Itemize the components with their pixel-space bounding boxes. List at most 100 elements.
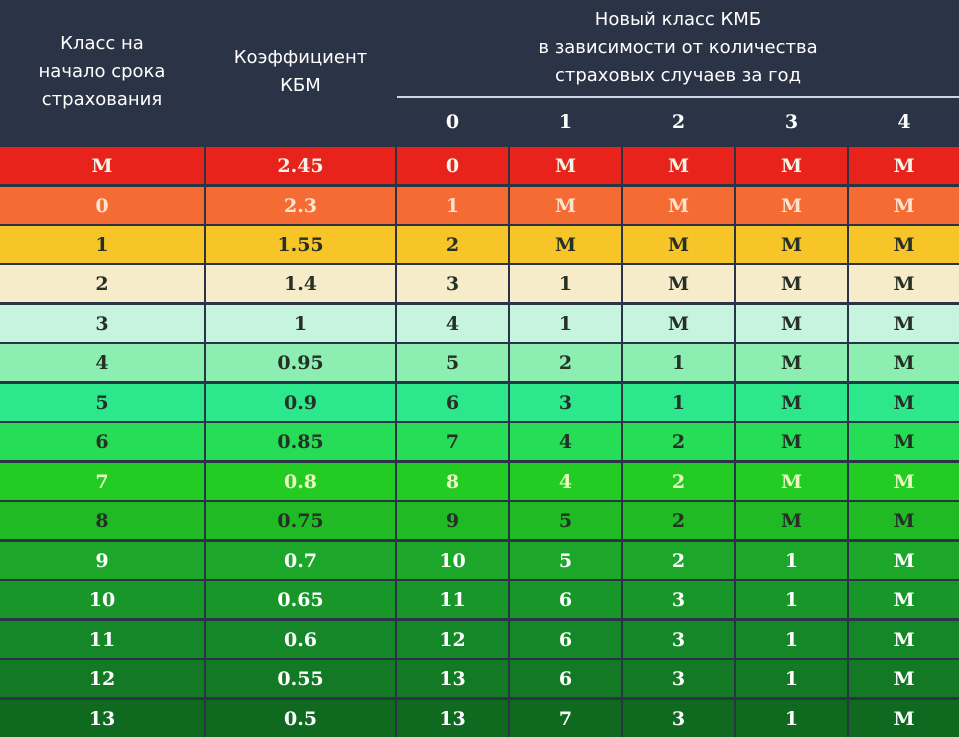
cell-coefficient: 0.6 [206, 621, 395, 658]
claims-header-2: 2 [623, 100, 734, 143]
cell-class: 10 [0, 581, 204, 618]
cell-coefficient: 0.65 [206, 581, 395, 618]
cell-next-2: 2 [623, 423, 734, 460]
cell-next-2: М [623, 147, 734, 184]
cell-next-3: 1 [736, 581, 847, 618]
cell-next-3: М [736, 384, 847, 421]
cell-next-0: 13 [397, 660, 508, 697]
cell-next-3: М [736, 265, 847, 302]
claims-header-0: 0 [397, 100, 508, 143]
cell-next-0: 1 [397, 187, 508, 224]
cell-class: 4 [0, 344, 204, 381]
cell-next-2: М [623, 187, 734, 224]
cell-next-3: М [736, 344, 847, 381]
cell-next-1: 1 [510, 305, 621, 342]
cell-next-0: 6 [397, 384, 508, 421]
cell-next-3: 1 [736, 660, 847, 697]
kbm-table: Класс на начало срока страхования Коэффи… [0, 0, 959, 728]
cell-next-2: 3 [623, 660, 734, 697]
cell-coefficient: 0.75 [206, 502, 395, 539]
cell-coefficient: 2.3 [206, 187, 395, 224]
header-coefficient-label: Коэффициент КБМ [234, 44, 367, 100]
table-row: 5 0.9 6 3 1 М М [0, 384, 959, 421]
table-row: 1 1.55 2 М М М М [0, 226, 959, 263]
cell-class: 8 [0, 502, 204, 539]
cell-next-0: 5 [397, 344, 508, 381]
cell-next-4: М [849, 700, 959, 737]
cell-class: 9 [0, 542, 204, 579]
cell-next-1: 4 [510, 463, 621, 500]
cell-next-3: М [736, 187, 847, 224]
cell-class: 3 [0, 305, 204, 342]
table-row: 7 0.8 8 4 2 М М [0, 463, 959, 500]
cell-next-1: М [510, 187, 621, 224]
cell-next-1: 6 [510, 660, 621, 697]
cell-next-0: 8 [397, 463, 508, 500]
cell-coefficient: 0.55 [206, 660, 395, 697]
cell-next-2: 1 [623, 344, 734, 381]
cell-next-4: М [849, 344, 959, 381]
cell-next-1: 2 [510, 344, 621, 381]
cell-next-3: М [736, 305, 847, 342]
cell-next-4: М [849, 423, 959, 460]
cell-next-2: М [623, 305, 734, 342]
cell-class: 13 [0, 700, 204, 737]
cell-coefficient: 1 [206, 305, 395, 342]
table-row: 6 0.85 7 4 2 М М [0, 423, 959, 460]
cell-next-4: М [849, 384, 959, 421]
cell-next-4: М [849, 463, 959, 500]
cell-coefficient: 1.55 [206, 226, 395, 263]
table-row: 10 0.65 11 6 3 1 М [0, 581, 959, 618]
cell-next-3: 1 [736, 700, 847, 737]
cell-coefficient: 2.45 [206, 147, 395, 184]
table-row: 8 0.75 9 5 2 М М [0, 502, 959, 539]
claims-header-3: 3 [736, 100, 847, 143]
cell-next-0: 4 [397, 305, 508, 342]
cell-class: М [0, 147, 204, 184]
cell-class: 6 [0, 423, 204, 460]
cell-next-0: 11 [397, 581, 508, 618]
table-row: 2 1.4 3 1 М М М [0, 265, 959, 302]
cell-next-0: 0 [397, 147, 508, 184]
cell-coefficient: 0.5 [206, 700, 395, 737]
table-row: 4 0.95 5 2 1 М М [0, 344, 959, 381]
cell-coefficient: 0.95 [206, 344, 395, 381]
cell-next-1: М [510, 147, 621, 184]
cell-class: 1 [0, 226, 204, 263]
cell-next-2: 3 [623, 621, 734, 658]
header-class-start-label: Класс на начало срока страхования [39, 30, 166, 114]
cell-next-2: 3 [623, 700, 734, 737]
cell-next-1: 6 [510, 581, 621, 618]
cell-next-4: М [849, 502, 959, 539]
cell-next-4: М [849, 226, 959, 263]
cell-next-3: М [736, 226, 847, 263]
cell-next-3: 1 [736, 542, 847, 579]
cell-next-2: 2 [623, 542, 734, 579]
cell-next-0: 13 [397, 700, 508, 737]
table-row: 11 0.6 12 6 3 1 М [0, 621, 959, 658]
cell-next-1: 6 [510, 621, 621, 658]
cell-next-1: 5 [510, 502, 621, 539]
cell-next-2: 2 [623, 502, 734, 539]
cell-next-1: 3 [510, 384, 621, 421]
cell-coefficient: 0.9 [206, 384, 395, 421]
cell-next-3: М [736, 463, 847, 500]
table-row: 13 0.5 13 7 3 1 М [0, 700, 959, 737]
cell-class: 5 [0, 384, 204, 421]
cell-next-4: М [849, 581, 959, 618]
cell-next-4: М [849, 660, 959, 697]
cell-coefficient: 0.85 [206, 423, 395, 460]
cell-next-4: М [849, 265, 959, 302]
cell-next-2: 1 [623, 384, 734, 421]
cell-class: 0 [0, 187, 204, 224]
cell-class: 2 [0, 265, 204, 302]
header-class-start: Класс на начало срока страхования [0, 0, 204, 143]
header-new-class: Новый класс КМБ в зависимости от количес… [397, 0, 959, 98]
claims-header-4: 4 [849, 100, 959, 143]
cell-next-2: 3 [623, 581, 734, 618]
cell-coefficient: 0.7 [206, 542, 395, 579]
table-row: 9 0.7 10 5 2 1 М [0, 542, 959, 579]
cell-next-0: 2 [397, 226, 508, 263]
cell-next-1: 1 [510, 265, 621, 302]
